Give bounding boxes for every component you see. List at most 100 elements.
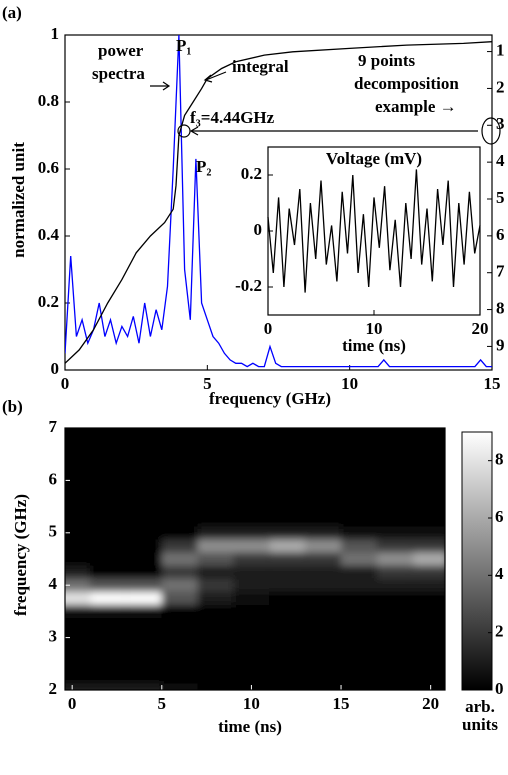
heatmap-cell bbox=[412, 552, 445, 566]
colorbar-tick-label: 8 bbox=[495, 450, 504, 469]
heatmap-cell bbox=[125, 460, 162, 474]
heatmap-cell bbox=[269, 683, 306, 690]
heatmap-cell bbox=[376, 617, 413, 632]
heatmap-cell bbox=[305, 578, 342, 592]
heatmap-cell bbox=[233, 657, 270, 671]
annotation: decomposition bbox=[354, 74, 459, 93]
heatmap-cell bbox=[65, 539, 91, 553]
heatmap-cell bbox=[90, 604, 126, 618]
heatmap-cell bbox=[269, 500, 306, 514]
heatmap-cell bbox=[305, 473, 342, 487]
heatmap-cell bbox=[341, 591, 377, 605]
heatmap-cell bbox=[125, 552, 162, 566]
heatmap-cell bbox=[341, 513, 377, 527]
y-tick-label: 5 bbox=[49, 522, 58, 541]
heatmap-cell bbox=[125, 526, 162, 540]
heatmap-cell bbox=[161, 617, 198, 632]
heatmap-cell bbox=[341, 617, 377, 632]
heatmap-cell bbox=[65, 473, 91, 487]
heatmap-cell bbox=[161, 434, 198, 448]
heatmap-cell bbox=[197, 460, 234, 474]
colorbar-tick-label: 0 bbox=[495, 679, 504, 698]
x-tick-label: 15 bbox=[484, 374, 501, 393]
y-tick-label: 7 bbox=[49, 417, 58, 436]
heatmap-cell bbox=[412, 631, 445, 645]
inset-background bbox=[268, 147, 480, 315]
heatmap-cell bbox=[90, 683, 126, 690]
annotation: 9 points bbox=[358, 51, 416, 70]
heatmap-cell bbox=[65, 631, 91, 645]
heatmap-cell bbox=[161, 631, 198, 645]
heatmap-cell bbox=[412, 604, 445, 618]
heatmap-cell bbox=[305, 683, 342, 690]
heatmap-cell bbox=[90, 486, 126, 501]
heatmap-cell bbox=[269, 670, 306, 684]
heatmap-cell bbox=[341, 565, 377, 579]
marker-circle bbox=[177, 124, 191, 138]
heatmap-cell bbox=[125, 644, 162, 658]
heatmap-cell bbox=[269, 644, 306, 658]
heatmap-cell bbox=[197, 565, 234, 579]
heatmap-cell bbox=[233, 513, 270, 527]
heatmap-cell bbox=[90, 565, 126, 579]
heatmap-cell bbox=[341, 604, 377, 618]
heatmap-cell bbox=[90, 657, 126, 671]
series-group bbox=[65, 35, 492, 368]
heatmap-cell bbox=[125, 578, 162, 592]
heatmap-cell bbox=[233, 565, 270, 579]
series-line bbox=[267, 169, 481, 293]
annotation: example → bbox=[375, 97, 457, 116]
heatmap-cell bbox=[125, 486, 162, 501]
heatmap-cell bbox=[125, 631, 162, 645]
heatmap-cell bbox=[233, 434, 270, 448]
annotation: P₂ bbox=[196, 157, 211, 176]
heatmap-cell bbox=[412, 434, 445, 448]
heatmap-cell bbox=[197, 578, 234, 592]
heatmap-cell bbox=[412, 447, 445, 461]
colorbar-tick-label: 2 bbox=[495, 622, 504, 641]
heatmap-cell bbox=[65, 683, 91, 690]
y2-tick-label: 4 bbox=[496, 151, 505, 170]
heatmap-cell bbox=[197, 552, 234, 566]
heatmap-cell bbox=[233, 526, 270, 540]
heatmap-cell bbox=[161, 604, 198, 618]
heatmap-cell bbox=[125, 683, 162, 690]
heatmap-cell bbox=[412, 578, 445, 592]
heatmap-cell bbox=[376, 428, 413, 435]
heatmap-cell bbox=[125, 473, 162, 487]
y2-tick-label: 8 bbox=[496, 298, 505, 317]
y-tick-label: 3 bbox=[49, 627, 58, 646]
heatmap-cell bbox=[376, 644, 413, 658]
heatmap-cell bbox=[412, 513, 445, 527]
y-axis-label: normalized unit bbox=[9, 142, 28, 258]
y-tick-label: 0.6 bbox=[38, 158, 59, 177]
heatmap-cell bbox=[341, 552, 377, 566]
heatmap-cell bbox=[125, 434, 162, 448]
heatmap-cell bbox=[233, 447, 270, 461]
y-tick-label: -0.2 bbox=[235, 276, 262, 295]
heatmap-cell bbox=[233, 670, 270, 684]
heatmap-cell bbox=[90, 670, 126, 684]
inset-title: Voltage (mV) bbox=[326, 149, 422, 168]
heatmap-cell bbox=[412, 565, 445, 579]
heatmap-cell bbox=[197, 670, 234, 684]
heatmap-cell bbox=[197, 447, 234, 461]
heatmap-cell bbox=[269, 486, 306, 501]
x-tick-label: 15 bbox=[333, 694, 350, 713]
heatmap-cell bbox=[305, 460, 342, 474]
heatmap-cell bbox=[161, 428, 198, 435]
heatmap-cell bbox=[197, 428, 234, 435]
heatmap-cell bbox=[305, 526, 342, 540]
heatmap-cell bbox=[233, 552, 270, 566]
heatmap-cell bbox=[341, 578, 377, 592]
heatmap-cell bbox=[197, 631, 234, 645]
heatmap-cell bbox=[376, 513, 413, 527]
heatmap-cell bbox=[233, 460, 270, 474]
heatmap-cell bbox=[161, 657, 198, 671]
heatmap-cell bbox=[341, 683, 377, 690]
heatmap-cell bbox=[65, 565, 91, 579]
heatmap-cell bbox=[376, 657, 413, 671]
heatmap-cell bbox=[125, 513, 162, 527]
heatmap-cell bbox=[305, 631, 342, 645]
heatmap-cell bbox=[125, 428, 162, 435]
